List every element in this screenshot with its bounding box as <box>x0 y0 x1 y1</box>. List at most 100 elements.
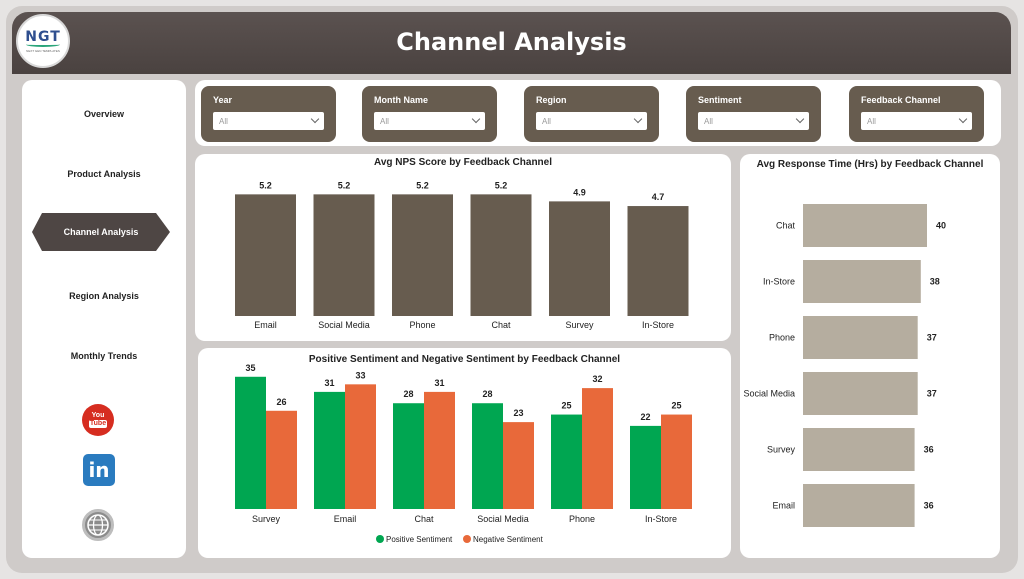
month-name-value: All <box>380 117 389 126</box>
legend-label-negative-sentiment: Negative Sentiment <box>473 535 544 544</box>
sentiment-tick-label: Phone <box>569 514 595 524</box>
response-data-label: 36 <box>924 445 934 455</box>
sentiment-data-label: 26 <box>276 397 286 407</box>
globe-icon-graphic <box>87 514 109 536</box>
feedback-channel-label: Feedback Channel <box>861 95 941 105</box>
youtube-tube-label: Tube <box>88 420 108 428</box>
sentiment-bar-positive-sentiment-social-media <box>472 403 503 509</box>
chevron-down-icon <box>633 114 643 124</box>
header-bar: Channel Analysis <box>12 12 1011 74</box>
month-name-label: Month Name <box>374 95 428 105</box>
filter-bar: Year All Month Name All Region All Senti… <box>195 80 1001 146</box>
response-tick-label: Phone <box>769 333 795 343</box>
response-tick-label: Email <box>772 501 795 511</box>
nps-chart-title: Avg NPS Score by Feedback Channel <box>373 157 553 168</box>
nps-tick-label: Chat <box>491 320 511 330</box>
sentiment-bar-positive-sentiment-email <box>314 391 345 509</box>
year-value: All <box>219 117 228 126</box>
nps-bar-phone <box>392 194 453 316</box>
sentiment-dropdown[interactable]: All <box>698 112 809 130</box>
nps-bar-chat <box>470 194 532 316</box>
nps-chart: 5.2 Email 5.2 Social Media 5.2 Phone 5.2 Chat 4.… <box>235 180 689 330</box>
sentiment-data-label: 25 <box>561 401 571 411</box>
sentiment-chart-title: Positive Sentiment and Negative Sentimen… <box>308 354 621 365</box>
response-bar-social-media <box>803 372 918 415</box>
nps-data-label: 4.9 <box>573 187 586 197</box>
linkedin-icon[interactable]: in <box>83 454 115 486</box>
nps-tick-label: Social Media <box>318 320 370 330</box>
sidebar-item-product-analysis[interactable]: Product Analysis <box>67 169 141 179</box>
legend-label-positive-sentiment: Positive Sentiment <box>386 535 453 544</box>
response-bar-email <box>803 484 915 527</box>
sentiment-data-label: 31 <box>324 378 334 388</box>
sentiment-data-label: 33 <box>355 370 365 380</box>
sidebar-item-monthly-trends[interactable]: Monthly Trends <box>70 351 138 361</box>
chevron-down-icon <box>471 114 481 124</box>
sentiment-tick-label: In-Store <box>645 514 677 524</box>
sentiment-bar-positive-sentiment-phone <box>551 414 582 509</box>
sentiment-tick-label: Email <box>334 514 357 524</box>
month-name-slicer: Month Name All <box>362 86 497 142</box>
region-label: Region <box>536 95 567 105</box>
response-data-label: 36 <box>924 501 934 511</box>
sentiment-data-label: 35 <box>245 363 255 373</box>
sentiment-data-label: 25 <box>671 401 681 411</box>
chevron-down-icon <box>795 114 805 124</box>
nps-chart-panel: Avg NPS Score by Feedback Channel 5.2 Ema… <box>195 154 731 341</box>
sentiment-tick-label: Chat <box>414 514 434 524</box>
nps-data-label: 5.2 <box>416 180 429 190</box>
response-tick-label: Social Media <box>743 389 795 399</box>
sentiment-bar-negative-sentiment-in-store <box>661 414 692 509</box>
sentiment-bar-negative-sentiment-email <box>345 384 376 509</box>
sentiment-bar-positive-sentiment-chat <box>393 403 424 509</box>
feedback-channel-slicer: Feedback Channel All <box>849 86 984 142</box>
sentiment-bar-positive-sentiment-survey <box>235 376 266 509</box>
nps-data-label: 4.7 <box>652 192 665 202</box>
sidebar-item-channel-analysis[interactable]: Channel Analysis <box>32 213 170 251</box>
nps-tick-label: Phone <box>409 320 435 330</box>
sidebar-item-overview[interactable]: Overview <box>83 109 125 119</box>
response-time-chart-title: Avg Response Time (Hrs) by Feedback Chan… <box>756 159 984 170</box>
response-time-chart-panel: Avg Response Time (Hrs) by Feedback Chan… <box>740 154 1000 558</box>
sentiment-chart-panel: Positive Sentiment and Negative Sentimen… <box>198 348 731 558</box>
nps-bar-social-media <box>313 194 375 316</box>
sentiment-tick-label: Survey <box>252 514 281 524</box>
nps-bar-in-store <box>627 206 689 316</box>
ngt-logo: NGT NEXT GEN TEMPLATES <box>16 14 70 68</box>
sentiment-data-label: 31 <box>434 378 444 388</box>
sentiment-bar-negative-sentiment-chat <box>424 391 455 509</box>
sentiment-bar-negative-sentiment-survey <box>266 410 297 509</box>
response-data-label: 40 <box>936 221 946 231</box>
sentiment-data-label: 28 <box>403 389 413 399</box>
logo-swoosh-icon <box>26 42 60 47</box>
sidebar: Overview Product Analysis Channel Analys… <box>22 80 186 558</box>
sentiment-value: All <box>704 117 713 126</box>
region-dropdown[interactable]: All <box>536 112 647 130</box>
nps-data-label: 5.2 <box>338 180 351 190</box>
legend-marker-negative-sentiment <box>463 535 471 543</box>
logo-text: NGT <box>25 29 61 45</box>
sentiment-bar-positive-sentiment-in-store <box>630 425 661 509</box>
sentiment-label: Sentiment <box>698 95 742 105</box>
nps-tick-label: Survey <box>565 320 594 330</box>
youtube-icon[interactable]: You Tube <box>82 404 114 436</box>
sidebar-item-region-analysis[interactable]: Region Analysis <box>69 291 139 301</box>
chevron-down-icon <box>310 114 320 124</box>
nps-tick-label: Email <box>254 320 277 330</box>
sentiment-data-label: 32 <box>592 374 602 384</box>
response-data-label: 37 <box>927 333 937 343</box>
logo-subtext: NEXT GEN TEMPLATES <box>26 49 60 53</box>
year-dropdown[interactable]: All <box>213 112 324 130</box>
month-name-dropdown[interactable]: All <box>374 112 485 130</box>
sentiment-bar-negative-sentiment-phone <box>582 388 613 509</box>
nps-data-label: 5.2 <box>495 180 508 190</box>
globe-icon[interactable] <box>82 509 114 541</box>
sentiment-data-label: 23 <box>513 408 523 418</box>
legend-marker-positive-sentiment <box>376 535 384 543</box>
youtube-label: You <box>91 412 105 419</box>
sentiment-tick-label: Social Media <box>477 514 529 524</box>
response-time-chart: Chat 40 In-Store 38 Phone 37 Social Media 37 Sur… <box>743 204 946 527</box>
feedback-channel-dropdown[interactable]: All <box>861 112 972 130</box>
response-bar-chat <box>803 204 927 247</box>
chevron-down-icon <box>958 114 968 124</box>
